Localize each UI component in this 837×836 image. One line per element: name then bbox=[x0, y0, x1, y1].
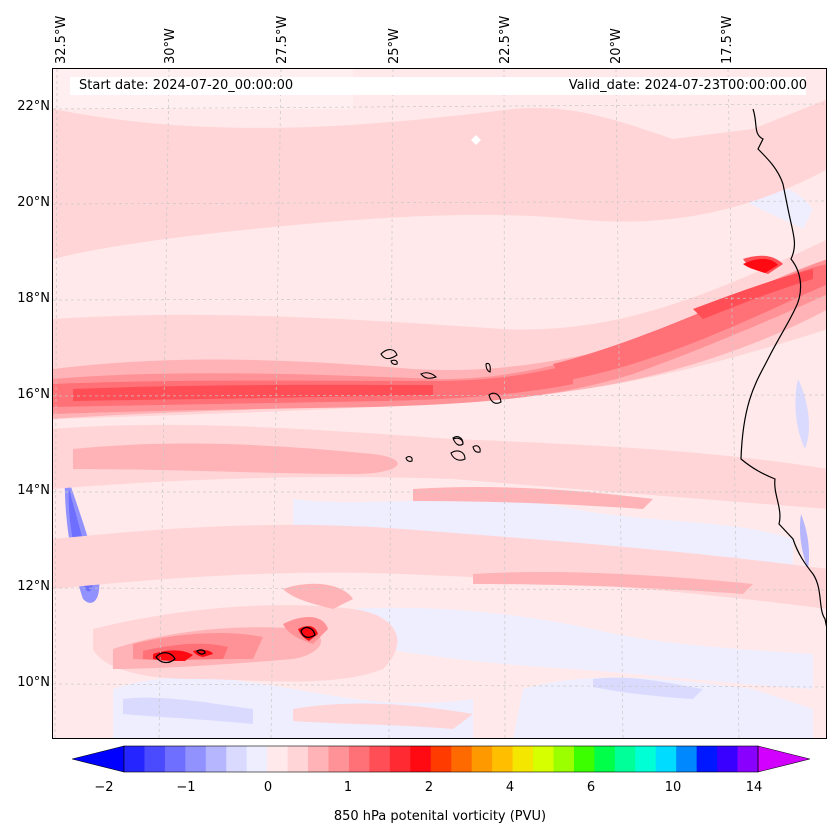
colorbar-swatch bbox=[410, 746, 432, 772]
colorbar-frame bbox=[123, 745, 759, 773]
africa-coastline bbox=[740, 108, 826, 628]
valid-date-label: Valid_date: 2024-07-23T00:00:00.00 bbox=[568, 78, 807, 93]
colorbar-tick-label: 0 bbox=[263, 780, 273, 795]
lon-label-32-5w: 32.5°W bbox=[54, 15, 69, 64]
colorbar-swatch bbox=[164, 746, 186, 772]
colorbar bbox=[72, 745, 810, 773]
lon-label-22-5w: 22.5°W bbox=[498, 15, 513, 64]
colorbar-swatch bbox=[655, 746, 677, 772]
colorbar-swatch bbox=[328, 746, 350, 772]
colorbar-tick-label: 10 bbox=[664, 780, 682, 795]
colorbar-tick-label: −1 bbox=[176, 780, 196, 795]
lat-label-10n: 10°N bbox=[17, 675, 50, 690]
lat-label-16n: 16°N bbox=[17, 387, 50, 402]
lon-label-20w: 20°W bbox=[609, 28, 624, 64]
colorbar-swatch bbox=[226, 746, 248, 772]
pv-band-lvl5 bbox=[73, 255, 813, 401]
colorbar-swatch bbox=[267, 746, 289, 772]
pv-negative-mid bbox=[123, 379, 809, 724]
colorbar-swatch bbox=[205, 746, 227, 772]
colorbar-swatch bbox=[553, 746, 575, 772]
colorbar-tick-label: 14 bbox=[745, 780, 763, 795]
colorbar-swatch bbox=[308, 746, 330, 772]
lat-label-12n: 12°N bbox=[17, 579, 50, 594]
colorbar-swatch bbox=[614, 746, 636, 772]
colorbar-swatch bbox=[696, 746, 718, 772]
lat-label-14n: 14°N bbox=[17, 483, 50, 498]
colorbar-swatch bbox=[144, 746, 166, 772]
cape-verde-islands bbox=[380, 349, 502, 462]
gridlines bbox=[53, 69, 826, 738]
colorbar-tick-label: 1 bbox=[343, 780, 353, 795]
colorbar-swatch bbox=[246, 746, 268, 772]
colorbar-swatch bbox=[594, 746, 616, 772]
pv-blank-marker bbox=[471, 135, 481, 145]
colorbar-swatch bbox=[717, 746, 739, 772]
colorbar-swatch bbox=[737, 746, 759, 772]
colorbar-extend-low bbox=[72, 745, 125, 773]
colorbar-label: 850 hPa potenital vorticity (PVU) bbox=[333, 809, 547, 824]
colorbar-swatch bbox=[512, 746, 534, 772]
map-panel bbox=[52, 68, 827, 739]
colorbar-swatch bbox=[389, 746, 411, 772]
lon-label-25w: 25°W bbox=[387, 28, 402, 64]
lon-label-17-5w: 17.5°W bbox=[720, 15, 735, 64]
colorbar-swatch bbox=[124, 746, 145, 772]
colorbar-swatch bbox=[573, 746, 595, 772]
colorbar-swatch bbox=[533, 746, 554, 772]
info-bar bbox=[70, 77, 806, 95]
colorbar-extend-high bbox=[757, 745, 810, 773]
colorbar-tick-label: 2 bbox=[424, 780, 434, 795]
colorbar-tick-label: 4 bbox=[505, 780, 515, 795]
colorbar-swatch bbox=[185, 746, 207, 772]
lat-label-22n: 22°N bbox=[17, 99, 50, 114]
pv-closed-contours bbox=[155, 626, 316, 664]
colorbar-swatch bbox=[635, 746, 657, 772]
colorbar-swatch bbox=[348, 746, 370, 772]
pv-contour-field bbox=[53, 69, 826, 738]
start-date-label: Start date: 2024-07-20_00:00:00 bbox=[79, 78, 294, 93]
colorbar-swatch bbox=[430, 746, 452, 772]
lat-label-18n: 18°N bbox=[17, 291, 50, 306]
colorbar-swatch bbox=[451, 746, 473, 772]
colorbar-swatch bbox=[369, 746, 391, 772]
lon-label-27-5w: 27.5°W bbox=[275, 15, 290, 64]
lat-label-20n: 20°N bbox=[17, 195, 50, 210]
colorbar-swatch bbox=[492, 746, 514, 772]
colorbar-tick-label: 6 bbox=[586, 780, 596, 795]
colorbar-tick-label: −2 bbox=[94, 780, 114, 795]
lon-label-30w: 30°W bbox=[163, 28, 178, 64]
colorbar-swatch bbox=[676, 746, 698, 772]
colorbar-swatch bbox=[287, 746, 309, 772]
colorbar-swatch bbox=[471, 746, 493, 772]
